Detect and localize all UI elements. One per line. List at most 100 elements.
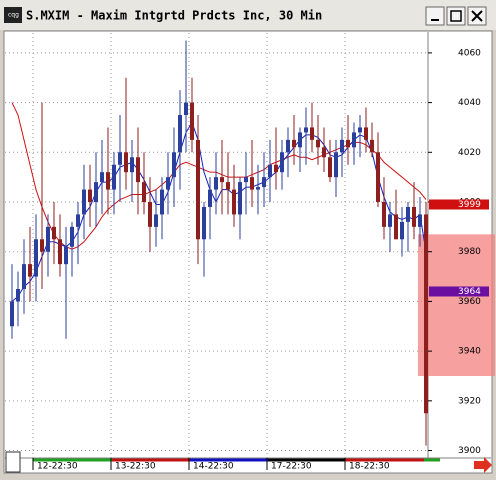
candle-body bbox=[412, 206, 416, 227]
candle-body bbox=[82, 189, 86, 215]
candle-body bbox=[142, 182, 146, 203]
candle-body bbox=[274, 164, 278, 173]
candle-body bbox=[328, 157, 332, 178]
candle-body bbox=[286, 139, 290, 153]
window-title: S.MXIM - Maxim Intgrtd Prdcts Inc, 30 Mi… bbox=[26, 9, 322, 23]
candle-body bbox=[154, 214, 158, 227]
candle-body bbox=[130, 157, 134, 173]
candle-body bbox=[226, 182, 230, 190]
y-tick-label: 3900 bbox=[458, 446, 481, 456]
x-tick-label: 13-22:30 bbox=[115, 462, 156, 472]
candle-body bbox=[382, 202, 386, 227]
x-tick-label: 18-22:30 bbox=[349, 462, 390, 472]
candle-body bbox=[364, 127, 368, 140]
candle-body bbox=[322, 147, 326, 158]
app-icon bbox=[4, 7, 22, 23]
plot: 39003920394039603980400040204040406012-2… bbox=[5, 33, 495, 472]
candle-body bbox=[376, 152, 380, 203]
candle-body bbox=[34, 239, 38, 277]
x-tick-label: 17-22:30 bbox=[271, 462, 312, 472]
candle-body bbox=[334, 152, 338, 178]
candle-body bbox=[394, 214, 398, 240]
candle-body bbox=[304, 127, 308, 133]
y-tick-label: 4020 bbox=[458, 148, 481, 158]
candle-body bbox=[424, 214, 428, 414]
candle-body bbox=[256, 187, 260, 190]
candle-body bbox=[238, 182, 242, 215]
candle-body bbox=[94, 182, 98, 203]
candle-body bbox=[208, 189, 212, 207]
candle-body bbox=[28, 264, 32, 277]
candle-body bbox=[400, 221, 404, 240]
candle-body bbox=[262, 177, 266, 188]
price-label: 3999 bbox=[458, 200, 481, 210]
price-label-box bbox=[429, 199, 489, 210]
candle-body bbox=[418, 214, 422, 227]
candle-body bbox=[58, 239, 62, 265]
candle-body bbox=[10, 301, 14, 327]
candle-body bbox=[148, 202, 152, 227]
highlight-zone bbox=[418, 234, 495, 376]
window-buttons[interactable] bbox=[425, 6, 487, 26]
candle-body bbox=[184, 102, 188, 116]
candle-body bbox=[166, 177, 170, 190]
close-glyph bbox=[471, 10, 483, 22]
x-tick-label: 12-22:30 bbox=[37, 462, 78, 472]
candle-body bbox=[106, 172, 110, 190]
scroll-arrow[interactable] bbox=[474, 457, 492, 473]
candle-body bbox=[136, 157, 140, 183]
candle-body bbox=[340, 139, 344, 153]
y-tick-label: 4060 bbox=[458, 48, 481, 58]
candle-body bbox=[88, 189, 92, 203]
candle-body bbox=[124, 152, 128, 173]
candle-body bbox=[358, 127, 362, 133]
moving-average-line bbox=[11, 102, 427, 250]
candle-body bbox=[346, 139, 350, 148]
candle-body bbox=[370, 139, 374, 153]
candle-body bbox=[298, 132, 302, 148]
candle-body bbox=[352, 132, 356, 148]
candle-body bbox=[46, 226, 50, 252]
y-tick-label: 3920 bbox=[458, 396, 481, 406]
minimize-button[interactable] bbox=[425, 6, 445, 26]
candle-body bbox=[190, 102, 194, 140]
candle-body bbox=[388, 214, 392, 227]
candle-body bbox=[310, 127, 314, 140]
candle-body bbox=[214, 177, 218, 190]
candle-body bbox=[292, 139, 296, 148]
candle-body bbox=[316, 139, 320, 148]
candle-body bbox=[22, 264, 26, 289]
corner-box bbox=[5, 451, 21, 473]
candle-body bbox=[196, 139, 200, 240]
x-tick-label: 14-22:30 bbox=[193, 462, 234, 472]
candle-body bbox=[76, 214, 80, 227]
candle-body bbox=[112, 164, 116, 190]
candle-body bbox=[178, 115, 182, 153]
candle-body bbox=[280, 152, 284, 173]
candle-body bbox=[70, 226, 74, 247]
candle-body bbox=[118, 152, 122, 165]
candle-body bbox=[172, 152, 176, 178]
candle-body bbox=[52, 226, 56, 240]
app-icon-glyph: cqg bbox=[8, 12, 19, 19]
candle-body bbox=[16, 288, 20, 302]
moving-average-line bbox=[11, 121, 427, 302]
candle-body bbox=[202, 206, 206, 240]
candle-body bbox=[160, 189, 164, 215]
maximize-glyph bbox=[450, 10, 462, 22]
y-tick-label: 3980 bbox=[458, 247, 481, 257]
candle-body bbox=[40, 239, 44, 252]
maximize-button[interactable] bbox=[446, 6, 466, 26]
candle-body bbox=[232, 189, 236, 215]
y-tick-label: 3940 bbox=[458, 347, 481, 357]
candle-body bbox=[220, 177, 224, 183]
candle-body bbox=[100, 172, 104, 183]
candle-body bbox=[250, 177, 254, 190]
candle-body bbox=[244, 177, 248, 183]
candle-body bbox=[64, 246, 68, 265]
y-tick-label: 4040 bbox=[458, 98, 481, 108]
y-tick-label: 3960 bbox=[458, 297, 481, 307]
price-label-box bbox=[429, 286, 489, 297]
candle-body bbox=[268, 164, 272, 178]
